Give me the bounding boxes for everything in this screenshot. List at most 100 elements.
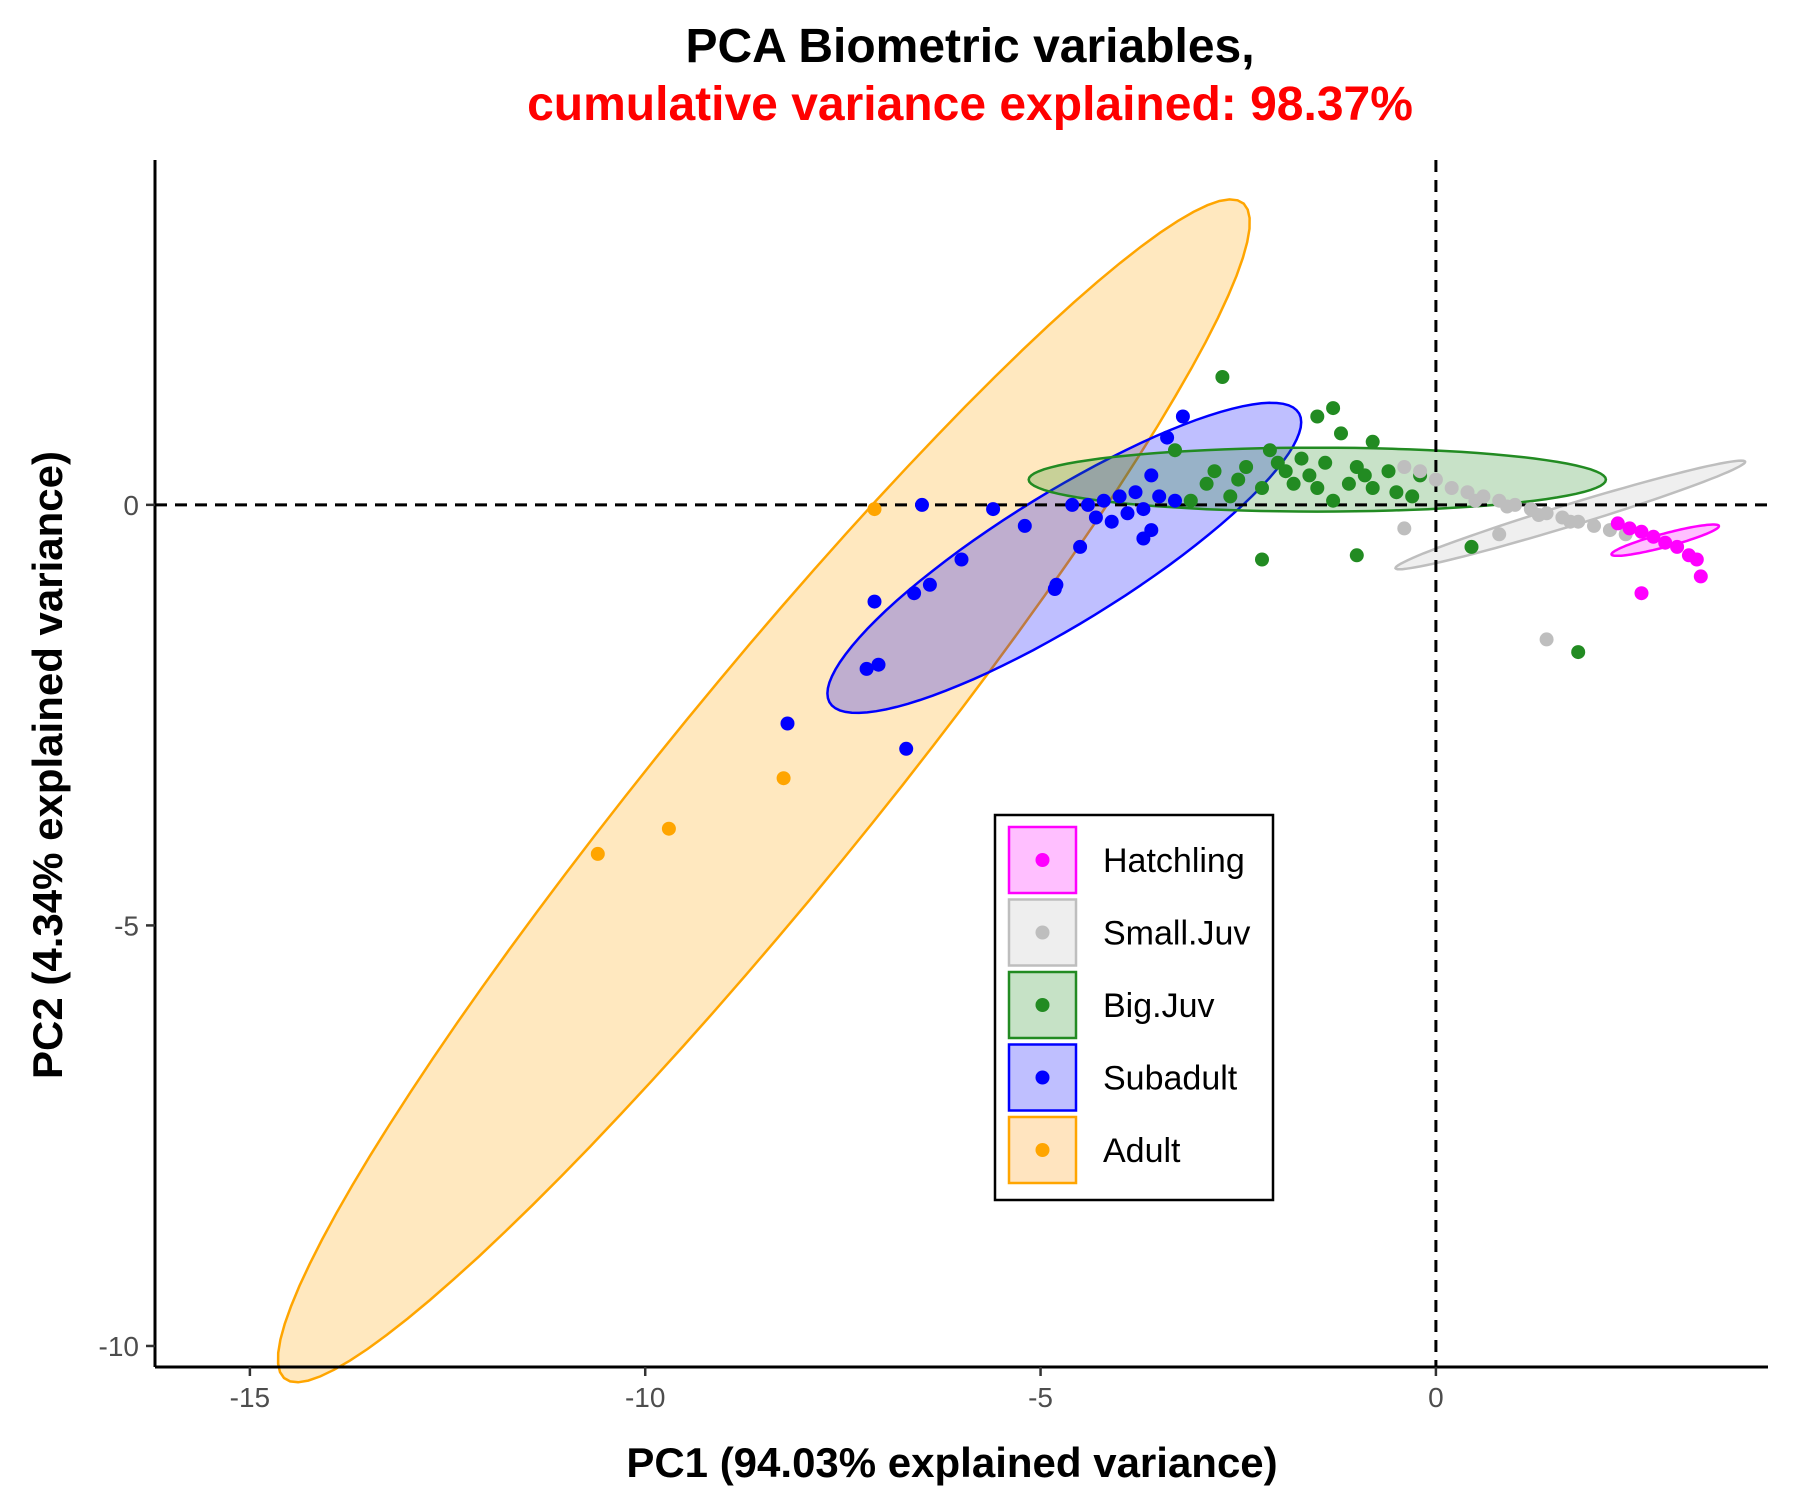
point-small-juv xyxy=(1539,632,1554,647)
point-subadult xyxy=(1120,506,1135,521)
chart-subtitle: cumulative variance explained: 98.37% xyxy=(527,78,1413,131)
point-big-juv xyxy=(1294,451,1309,466)
point-big-juv xyxy=(1571,645,1586,660)
point-hatchling xyxy=(1658,535,1673,550)
point-big-juv xyxy=(1286,476,1301,491)
point-big-juv xyxy=(1381,464,1396,479)
ticks: -15 -10 -5 0 0 -5 -10 xyxy=(99,490,1444,1413)
point-big-juv xyxy=(1183,493,1198,508)
legend-marker-hatchling xyxy=(1035,853,1050,867)
data-points xyxy=(590,370,1708,861)
point-hatchling xyxy=(1646,529,1661,544)
point-hatchling xyxy=(1634,586,1649,601)
y-tick-label: 0 xyxy=(123,490,139,521)
point-small-juv xyxy=(1563,514,1578,529)
legend-marker-adult xyxy=(1035,1143,1050,1157)
point-subadult xyxy=(1112,489,1127,504)
point-subadult xyxy=(1152,489,1167,504)
ellipse-adult xyxy=(276,198,1251,1384)
point-adult xyxy=(776,771,791,786)
point-subadult xyxy=(1136,502,1151,517)
point-big-juv xyxy=(1278,464,1293,479)
point-small-juv xyxy=(1468,493,1483,508)
point-subadult xyxy=(922,577,937,592)
legend: Hatchling Small.Juv Big.Juv Subadult Adult xyxy=(993,813,1275,1202)
point-subadult xyxy=(1047,582,1062,596)
point-adult xyxy=(590,846,605,861)
point-small-juv xyxy=(1587,518,1601,533)
point-big-juv xyxy=(1310,409,1325,424)
point-subadult xyxy=(1128,485,1143,500)
legend-marker-small-juv xyxy=(1035,925,1050,940)
point-big-juv xyxy=(1365,481,1380,495)
legend-label-small-juv: Small.Juv xyxy=(1103,915,1250,953)
point-subadult xyxy=(1017,518,1032,533)
point-small-juv xyxy=(1444,481,1459,495)
y-axis-title: PC2 (4.34% explained variance) xyxy=(24,451,71,1079)
point-big-juv xyxy=(1262,443,1277,458)
legend-items: Hatchling Small.Juv Big.Juv Subadult Adult xyxy=(1007,825,1250,1185)
point-big-juv xyxy=(1389,485,1404,500)
point-adult xyxy=(867,502,882,517)
point-small-juv xyxy=(1531,508,1546,522)
point-subadult xyxy=(954,552,969,567)
point-big-juv xyxy=(1223,489,1238,504)
point-small-juv xyxy=(1492,527,1507,542)
point-small-juv xyxy=(1397,521,1412,536)
point-hatchling xyxy=(1693,569,1708,584)
point-subadult xyxy=(1168,493,1182,508)
axes xyxy=(153,160,1768,1369)
x-tick-label: -10 xyxy=(625,1382,665,1413)
point-big-juv xyxy=(1326,401,1341,416)
point-big-juv xyxy=(1239,460,1254,474)
y-tick-label: -10 xyxy=(99,1331,139,1362)
point-big-juv xyxy=(1318,455,1333,470)
point-big-juv xyxy=(1334,426,1348,441)
legend-label-adult: Adult xyxy=(1103,1132,1181,1170)
point-subadult xyxy=(1104,514,1119,529)
point-big-juv xyxy=(1168,443,1182,458)
point-big-juv xyxy=(1215,370,1230,384)
legend-marker-big-juv xyxy=(1035,998,1050,1012)
point-small-juv xyxy=(1413,464,1428,479)
point-small-juv xyxy=(1500,499,1515,514)
point-small-juv xyxy=(1428,472,1443,487)
point-hatchling xyxy=(1622,521,1637,536)
legend-marker-subadult xyxy=(1035,1070,1050,1085)
point-subadult xyxy=(1081,497,1095,512)
point-hatchling xyxy=(1670,539,1685,554)
point-subadult xyxy=(871,657,886,672)
point-big-juv xyxy=(1199,476,1214,491)
point-small-juv xyxy=(1397,460,1412,474)
x-tick-label: -5 xyxy=(1028,1382,1053,1413)
point-big-juv xyxy=(1255,481,1269,495)
point-big-juv xyxy=(1302,468,1317,483)
point-adult xyxy=(661,821,676,836)
point-subadult xyxy=(915,497,929,512)
point-big-juv xyxy=(1464,539,1479,554)
point-subadult xyxy=(1088,510,1103,525)
point-subadult xyxy=(1073,539,1088,554)
point-subadult xyxy=(1136,531,1151,546)
point-hatchling xyxy=(1689,552,1704,567)
ellipse-subadult xyxy=(826,401,1303,715)
point-hatchling xyxy=(1634,524,1649,539)
legend-label-big-juv: Big.Juv xyxy=(1103,987,1215,1025)
point-big-juv xyxy=(1231,472,1246,487)
confidence-ellipses xyxy=(276,198,1747,1384)
point-subadult xyxy=(907,586,922,601)
x-tick-label: 0 xyxy=(1428,1382,1444,1413)
point-subadult xyxy=(899,741,914,756)
point-big-juv xyxy=(1349,548,1364,563)
point-hatchling xyxy=(1610,516,1625,531)
point-subadult xyxy=(1144,468,1159,483)
point-subadult xyxy=(867,594,882,609)
legend-label-subadult: Subadult xyxy=(1103,1060,1238,1098)
point-big-juv xyxy=(1207,464,1222,479)
point-big-juv xyxy=(1255,552,1269,567)
point-subadult xyxy=(780,716,795,731)
point-subadult xyxy=(986,502,1001,517)
legend-label-hatchling: Hatchling xyxy=(1103,842,1245,880)
point-big-juv xyxy=(1357,468,1372,483)
